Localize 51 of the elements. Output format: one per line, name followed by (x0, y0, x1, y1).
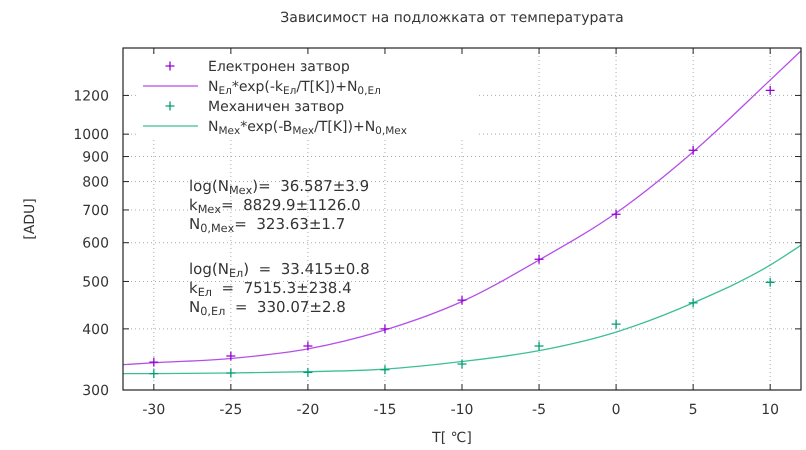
x-tick-label: -20 (296, 402, 320, 418)
point (610, 209, 622, 220)
y-tick-label: 800 (82, 174, 109, 190)
annotation: N$_{0,Ел}$ = 330.07±2.8 (189, 298, 346, 318)
x-tick-label: -5 (532, 402, 546, 418)
y-tick-label: 1200 (73, 88, 109, 104)
x-tick-label: 0 (612, 402, 621, 418)
point (534, 340, 544, 352)
point (456, 358, 468, 370)
legend-label: Механичен затвор (208, 98, 344, 115)
point (302, 340, 314, 352)
x-tick-label: -10 (450, 402, 474, 418)
y-tick-label: 300 (82, 382, 109, 399)
x-tick-label: -15 (374, 402, 396, 418)
y-axis-title: [ADU] (22, 198, 38, 240)
point (226, 368, 236, 378)
annotation: k$_{Ел}$ = 7515.3±238.4 (189, 279, 352, 299)
point (534, 254, 544, 264)
point (226, 350, 236, 362)
x-tick-label: 5 (688, 402, 698, 418)
x-axis-title: T[ ℃] (431, 430, 472, 446)
y-tick-label: 700 (82, 202, 109, 219)
point (688, 145, 698, 156)
point (148, 368, 159, 379)
point (380, 364, 390, 375)
point (380, 324, 390, 334)
annotation: N$_{0,Мех}$= 323.63±1.7 (189, 215, 346, 235)
annotation: log(N$_{Мех}$)= 36.587±3.9 (189, 177, 370, 197)
y-tick-label: 600 (82, 236, 109, 252)
line-series (123, 244, 801, 374)
chart-title: Зависимост на подложката от температурата (280, 10, 624, 26)
x-tick-label: 10 (761, 402, 780, 418)
legend-label: Електронен затвор (208, 58, 350, 75)
x-tick-label: -30 (142, 402, 166, 418)
x-tick-label: -25 (219, 402, 242, 418)
point (610, 318, 622, 330)
annotation: k$_{Мех}$= 8829.9±1126.0 (189, 196, 361, 216)
y-tick-label: 400 (82, 322, 109, 338)
y-tick-label: 900 (82, 149, 109, 166)
y-tick-label: 500 (82, 274, 109, 290)
point (765, 277, 776, 288)
y-tick-label: 1000 (73, 127, 109, 144)
legend-label: N$_{Ел}$*exp(-k$_{Ел}$/T[K])+N$_{0,Ел}$ (208, 78, 381, 97)
point (148, 357, 159, 368)
point (688, 298, 698, 308)
legend-label: N$_{Мех}$*exp(-B$_{Мех}$/T[K])+N$_{0,Мех}$ (208, 118, 407, 137)
line-series (123, 50, 801, 366)
point (765, 85, 776, 96)
point (456, 294, 468, 306)
point (302, 367, 314, 378)
annotation: log(N$_{Ел}$) = 33.415±0.8 (189, 260, 370, 280)
